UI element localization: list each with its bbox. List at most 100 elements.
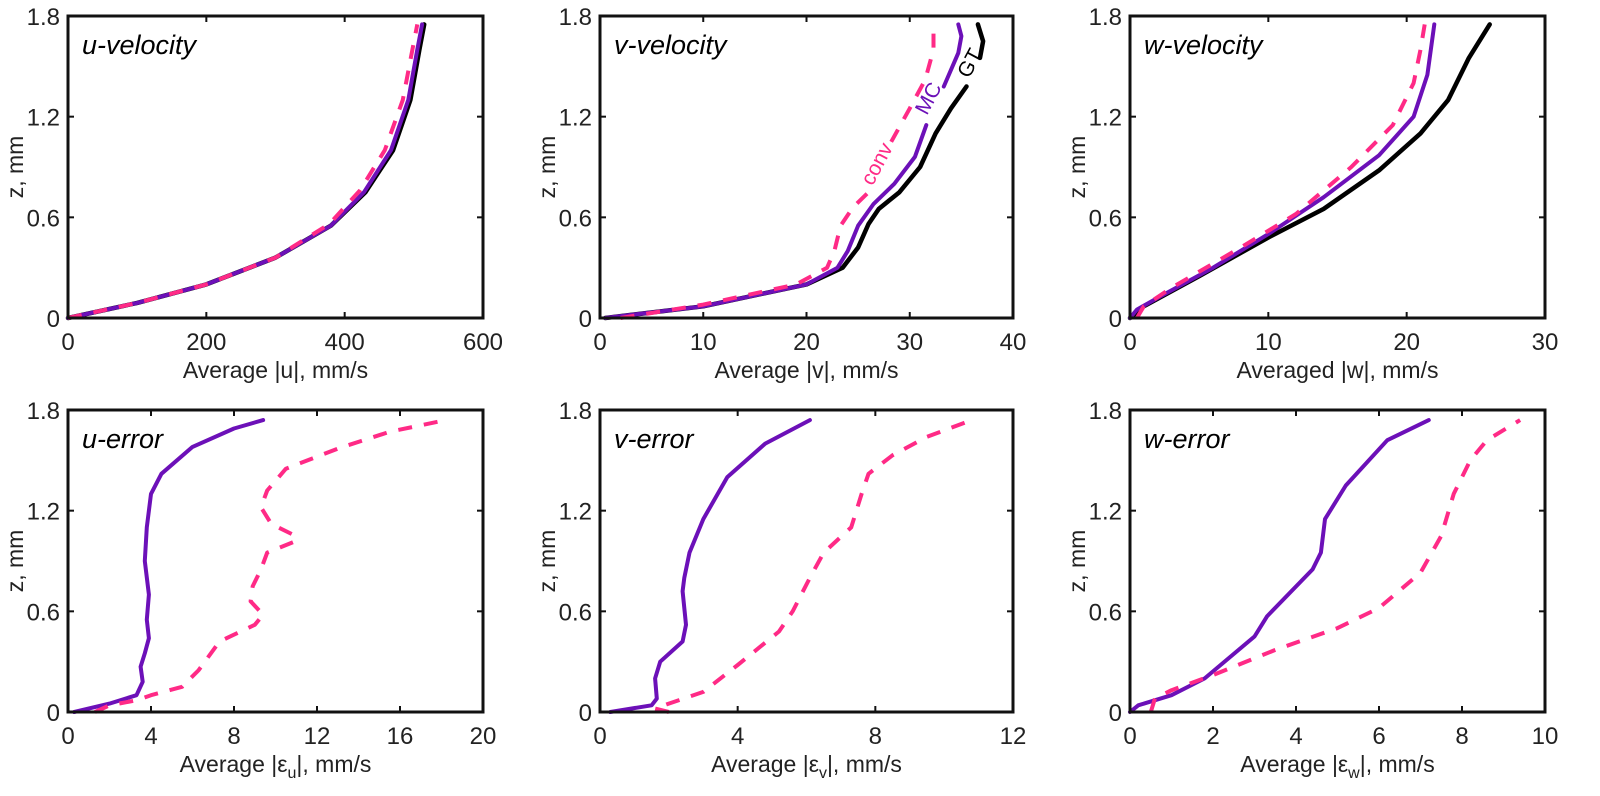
subplot-title: v-error	[614, 424, 695, 454]
series-line-MC	[66, 22, 425, 320]
x-tick-label: 6	[1372, 723, 1385, 750]
x-axis-label-part: |, mm/s	[827, 751, 902, 777]
y-tick-label: 0.6	[1089, 599, 1122, 626]
y-tick-label: 0.6	[1089, 205, 1122, 232]
y-tick-label: 0.6	[27, 599, 60, 626]
axes-frame	[66, 14, 485, 320]
y-tick-label: 1.8	[27, 4, 60, 31]
y-axis-label: z, mm	[2, 530, 28, 593]
y-axis-label: z, mm	[1064, 136, 1090, 199]
subplot-w-velocity: 0 10 20 30 0 0.6 1.2 1.8 Averaged |w|, mm/s z, mm…	[1064, 4, 1558, 383]
x-tick-label: 0	[1123, 723, 1136, 750]
x-tick-label: 0	[1123, 329, 1136, 356]
y-tick-label: 1.8	[559, 398, 592, 425]
subplot-title: w-velocity	[1144, 30, 1264, 60]
x-axis-label: Average |εu|, mm/s	[180, 751, 372, 782]
y-axis-label: z, mm	[534, 136, 560, 199]
subplot-title: u-velocity	[82, 30, 198, 60]
x-tick-label: 12	[1000, 723, 1027, 750]
y-tick-label: 0	[1109, 306, 1122, 333]
x-axis-label: Averaged |w|, mm/s	[1237, 357, 1439, 383]
axes-frame	[66, 408, 485, 714]
x-tick-label: 30	[1532, 329, 1559, 356]
y-tick-label: 0	[47, 700, 60, 727]
x-axis-label-part: Average |v|, mm/s	[714, 357, 898, 383]
x-axis-label-subscript: u	[288, 765, 297, 782]
series-line-MC	[608, 418, 812, 714]
series-line-MC	[1128, 22, 1437, 320]
y-tick-label: 1.2	[1089, 499, 1122, 526]
series-label-conv: conv	[857, 139, 898, 189]
y-tick-label: 1.2	[559, 499, 592, 526]
series-line-conv	[1148, 418, 1522, 713]
x-tick-label: 0	[61, 723, 74, 750]
x-tick-label: 8	[227, 723, 240, 750]
subplot-v-error: 0 4 8 12 0 0.6 1.2 1.8 Average |εv|, mm/s z, mm v-…	[534, 398, 1026, 782]
axes-frame	[1128, 408, 1547, 714]
y-tick-label: 1.2	[559, 105, 592, 132]
x-axis-label-part: Average |ε	[180, 751, 288, 777]
x-tick-label: 8	[1455, 723, 1468, 750]
subplot-u-error: 0 4 8 12 16 20 0 0.6 1.2 1.8 Average |εu|, mm/s z, …	[2, 398, 496, 782]
subplot-u-velocity: 0 200 400 600 0 0.6 1.2 1.8 Average |u|, mm/s z, …	[2, 4, 503, 383]
subplot-v-velocity: 0 10 20 30 40 0 0.6 1.2 1.8 Average |v|, mm/s z, m…	[534, 4, 1026, 383]
x-axis-label: Average |u|, mm/s	[183, 357, 368, 383]
y-tick-label: 0.6	[559, 205, 592, 232]
x-tick-label: 40	[1000, 329, 1027, 356]
x-axis-label-part: Average |ε	[1240, 751, 1348, 777]
x-tick-label: 10	[690, 329, 717, 356]
series-line-conv	[889, 24, 936, 143]
series-line-conv	[94, 418, 447, 714]
x-tick-label: 400	[325, 329, 365, 356]
y-tick-label: 1.2	[27, 499, 60, 526]
x-tick-label: 10	[1255, 329, 1282, 356]
x-axis-label-part: |, mm/s	[296, 751, 371, 777]
y-axis-label: z, mm	[1064, 530, 1090, 593]
x-tick-label: 8	[869, 723, 882, 750]
series-line-GT	[602, 84, 969, 321]
subplot-title: u-error	[82, 424, 164, 454]
y-tick-label: 0.6	[559, 599, 592, 626]
x-axis-label-part: Averaged |w|, mm/s	[1237, 357, 1439, 383]
series-line-conv	[67, 24, 420, 320]
axes-frame	[598, 14, 1015, 320]
series-line-GT	[975, 22, 986, 61]
x-axis-label-subscript: v	[819, 765, 827, 782]
y-tick-label: 0.6	[27, 205, 60, 232]
y-tick-label: 0	[47, 306, 60, 333]
x-tick-label: 30	[896, 329, 923, 356]
x-tick-label: 4	[1289, 723, 1302, 750]
x-tick-label: 4	[731, 723, 744, 750]
axes-frame	[1128, 14, 1547, 320]
x-tick-label: 0	[593, 723, 606, 750]
y-tick-label: 1.8	[1089, 398, 1122, 425]
series-line-conv	[1135, 24, 1427, 320]
x-axis-label: Average |v|, mm/s	[714, 357, 898, 383]
x-tick-label: 16	[387, 723, 414, 750]
y-tick-label: 0	[579, 306, 592, 333]
x-axis-label-part: Average |u|, mm/s	[183, 357, 368, 383]
subplot-title: w-error	[1144, 424, 1231, 454]
y-tick-label: 1.8	[1089, 4, 1122, 31]
series-line-GT	[1127, 22, 1492, 321]
x-tick-label: 20	[793, 329, 820, 356]
y-tick-label: 0	[1109, 700, 1122, 727]
x-tick-label: 20	[1393, 329, 1420, 356]
series-line-conv	[653, 418, 973, 714]
y-tick-label: 1.8	[27, 398, 60, 425]
x-axis-label: Average |εw|, mm/s	[1240, 751, 1434, 782]
x-tick-label: 4	[144, 723, 157, 750]
x-axis-label-subscript: w	[1347, 765, 1360, 782]
y-tick-label: 1.8	[559, 4, 592, 31]
subplot-title: v-velocity	[614, 30, 728, 60]
x-tick-label: 2	[1206, 723, 1219, 750]
x-tick-label: 10	[1532, 723, 1559, 750]
x-axis-label-part: Average |ε	[711, 751, 819, 777]
y-tick-label: 1.2	[27, 105, 60, 132]
subplot-w-error: 0 2 4 6 8 10 0 0.6 1.2 1.8 Average |εw|, mm/s z, mm…	[1064, 398, 1558, 782]
x-axis-label: Average |εv|, mm/s	[711, 751, 902, 782]
x-tick-label: 12	[304, 723, 331, 750]
y-tick-label: 1.2	[1089, 105, 1122, 132]
y-axis-label: z, mm	[2, 136, 28, 199]
